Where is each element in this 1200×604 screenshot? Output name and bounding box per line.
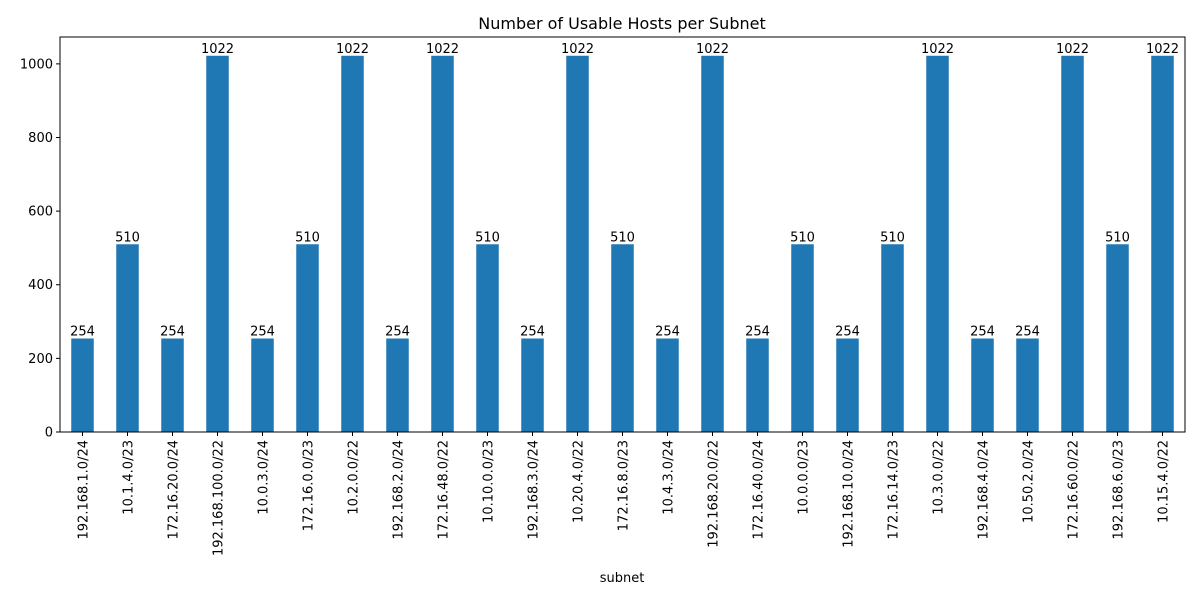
data-labels-layer: 254 510 254 1022 254 510 1022 254 1022 510 254 1022… xyxy=(70,42,1179,340)
x-tick-label-14: 192.168.20.0/22 xyxy=(707,440,722,548)
bar-1 xyxy=(116,244,139,432)
bar-13 xyxy=(656,338,679,432)
bar-value-label-6: 1022 xyxy=(336,42,369,57)
x-tick-label-0: 192.168.1.0/24 xyxy=(77,440,92,540)
plot-frame xyxy=(59,36,1186,433)
bar-value-label-13: 254 xyxy=(655,325,680,340)
bar-19 xyxy=(926,55,949,433)
x-axis-label: subnet xyxy=(600,571,645,586)
x-tick-label-8: 172.16.48.0/22 xyxy=(437,440,452,540)
bar-value-label-12: 510 xyxy=(610,230,635,245)
x-tick-label-18: 172.16.14.0/23 xyxy=(887,440,902,540)
bar-21 xyxy=(1016,338,1039,432)
y-tick-label-3: 600 xyxy=(28,205,53,220)
bar-value-label-5: 510 xyxy=(295,230,320,245)
x-tick-label-20: 192.168.4.0/24 xyxy=(977,440,992,540)
bar-value-label-23: 510 xyxy=(1105,230,1130,245)
bar-12 xyxy=(611,244,634,432)
bar-24 xyxy=(1151,55,1174,433)
bar-11 xyxy=(566,55,589,433)
bar-6 xyxy=(341,55,364,433)
bar-value-label-21: 254 xyxy=(1015,325,1040,340)
y-tick-label-1: 200 xyxy=(28,352,53,367)
bar-2 xyxy=(161,338,184,432)
x-tick-label-23: 192.168.6.0/23 xyxy=(1112,440,1127,540)
bar-8 xyxy=(431,55,454,433)
bar-18 xyxy=(881,244,904,432)
x-tick-label-10: 192.168.3.0/24 xyxy=(527,440,542,540)
x-tick-label-1: 10.1.4.0/23 xyxy=(122,440,137,515)
bar-value-label-8: 1022 xyxy=(426,42,459,57)
bar-22 xyxy=(1061,55,1084,433)
x-tick-label-19: 10.3.0.0/22 xyxy=(932,440,947,515)
x-tick-label-22: 172.16.60.0/22 xyxy=(1067,440,1082,540)
bar-value-label-0: 254 xyxy=(70,325,95,340)
bar-value-label-19: 1022 xyxy=(921,42,954,57)
bar-15 xyxy=(746,338,769,432)
x-tick-label-2: 172.16.20.0/24 xyxy=(167,440,182,540)
x-tick-label-3: 192.168.100.0/22 xyxy=(212,440,227,556)
y-tick-label-0: 0 xyxy=(45,426,53,441)
bar-23 xyxy=(1106,244,1129,432)
bar-value-label-18: 510 xyxy=(880,230,905,245)
bar-value-label-9: 510 xyxy=(475,230,500,245)
bar-value-label-14: 1022 xyxy=(696,42,729,57)
x-tick-label-6: 10.2.0.0/22 xyxy=(347,440,362,515)
x-tick-label-5: 172.16.0.0/23 xyxy=(302,440,317,531)
bars-layer xyxy=(71,55,1174,433)
bar-value-label-22: 1022 xyxy=(1056,42,1089,57)
bar-value-label-15: 254 xyxy=(745,325,770,340)
bar-17 xyxy=(836,338,859,432)
bar-5 xyxy=(296,244,319,432)
bar-10 xyxy=(521,338,544,432)
x-tick-label-9: 10.10.0.0/23 xyxy=(482,440,497,523)
bar-value-label-20: 254 xyxy=(970,325,995,340)
y-tick-label-2: 400 xyxy=(28,278,53,293)
x-tick-label-13: 10.4.3.0/24 xyxy=(662,440,677,515)
bar-value-label-7: 254 xyxy=(385,325,410,340)
x-tick-label-4: 10.0.3.0/24 xyxy=(257,440,272,515)
y-tick-label-4: 800 xyxy=(28,131,53,146)
bar-20 xyxy=(971,338,994,432)
bar-16 xyxy=(791,244,814,432)
bar-9 xyxy=(476,244,499,432)
bar-value-label-11: 1022 xyxy=(561,42,594,57)
bar-value-label-10: 254 xyxy=(520,325,545,340)
bar-value-label-17: 254 xyxy=(835,325,860,340)
bar-value-label-2: 254 xyxy=(160,325,185,340)
bar-14 xyxy=(701,55,724,433)
bar-7 xyxy=(386,338,409,432)
x-tick-label-11: 10.20.4.0/22 xyxy=(572,440,587,523)
y-axis: 0 200 400 600 800 1000 xyxy=(20,57,60,441)
x-tick-label-24: 10.15.4.0/22 xyxy=(1157,440,1172,523)
y-tick-label-5: 1000 xyxy=(20,57,53,72)
chart-title: Number of Usable Hosts per Subnet xyxy=(478,14,765,33)
bar-4 xyxy=(251,338,274,432)
bar-value-label-3: 1022 xyxy=(201,42,234,57)
bar-value-label-4: 254 xyxy=(250,325,275,340)
x-tick-label-21: 10.50.2.0/24 xyxy=(1022,440,1037,523)
x-axis: 192.168.1.0/24 10.1.4.0/23 172.16.20.0/24 1… xyxy=(77,432,1172,556)
bar-value-label-16: 510 xyxy=(790,230,815,245)
bar-value-label-1: 510 xyxy=(115,230,140,245)
x-tick-label-15: 172.16.40.0/24 xyxy=(752,440,767,540)
bar-3 xyxy=(206,55,229,433)
x-tick-label-12: 172.16.8.0/23 xyxy=(617,440,632,531)
x-tick-label-7: 192.168.2.0/24 xyxy=(392,440,407,540)
x-tick-label-16: 10.0.0.0/23 xyxy=(797,440,812,515)
bar-0 xyxy=(71,338,94,432)
bar-value-label-24: 1022 xyxy=(1146,42,1179,57)
x-tick-label-17: 192.168.10.0/24 xyxy=(842,440,857,548)
